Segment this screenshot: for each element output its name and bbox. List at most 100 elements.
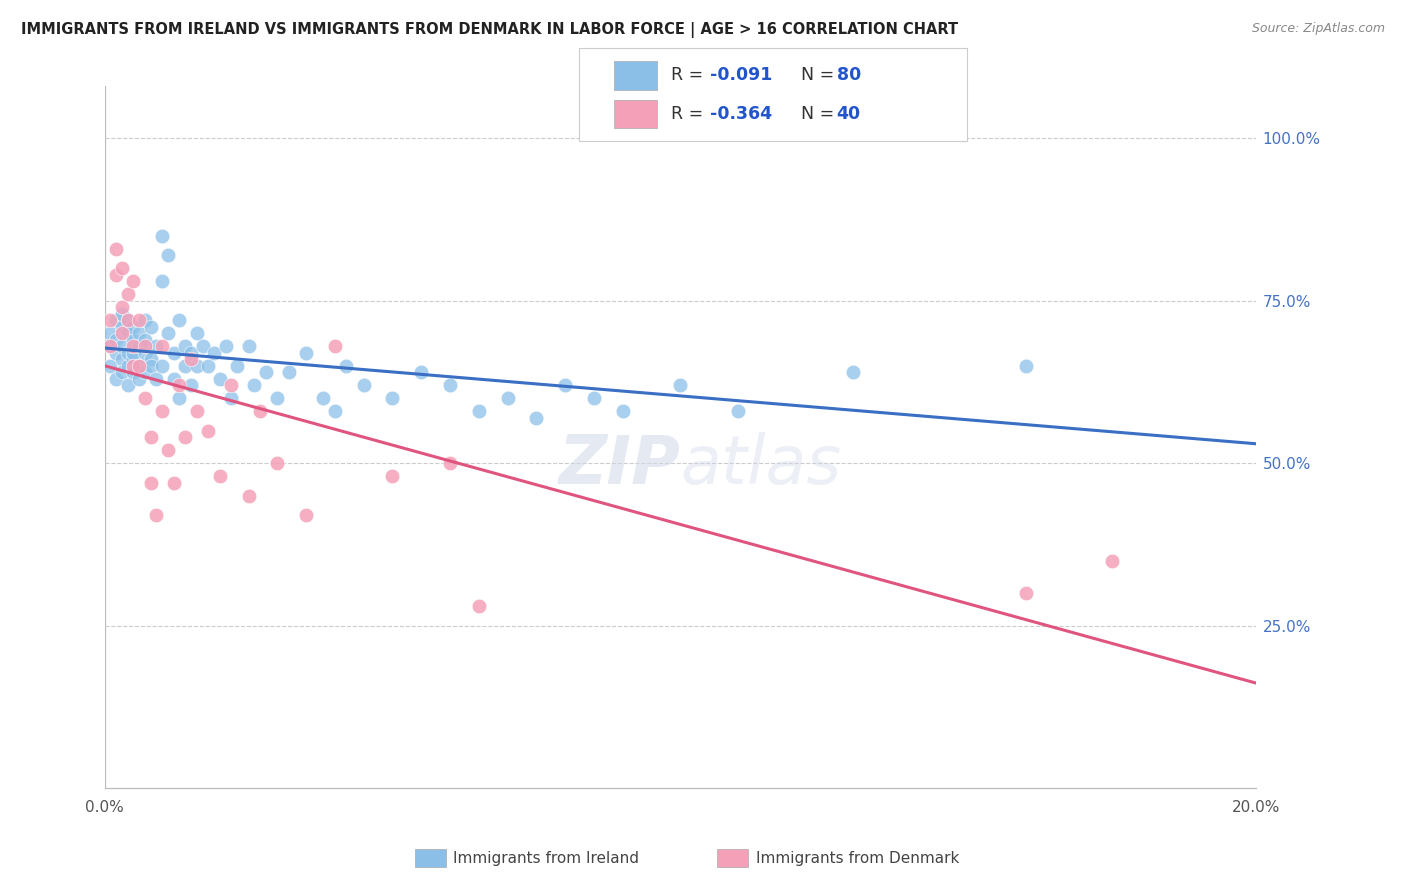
Point — [186, 359, 208, 373]
Point — [117, 313, 139, 327]
Point — [145, 508, 167, 523]
Point — [105, 242, 128, 256]
Point — [111, 352, 134, 367]
Text: Immigrants from Ireland: Immigrants from Ireland — [453, 851, 638, 865]
Point — [122, 346, 145, 360]
Point — [139, 475, 162, 490]
Point — [105, 346, 128, 360]
Point — [1014, 586, 1036, 600]
Point — [174, 339, 197, 353]
Text: 80: 80 — [837, 66, 860, 85]
Point — [411, 365, 433, 379]
Point — [105, 313, 128, 327]
Point — [105, 268, 128, 282]
Point — [150, 359, 173, 373]
Point — [111, 339, 134, 353]
Point — [128, 372, 150, 386]
Point — [100, 339, 122, 353]
Point — [163, 346, 186, 360]
Point — [156, 443, 179, 458]
Point — [612, 404, 634, 418]
Point — [208, 469, 231, 483]
Text: -0.091: -0.091 — [710, 66, 772, 85]
Point — [117, 313, 139, 327]
Text: N =: N = — [790, 66, 839, 85]
Point — [111, 261, 134, 276]
Point — [139, 430, 162, 444]
Point — [105, 372, 128, 386]
Point — [197, 359, 219, 373]
Point — [156, 326, 179, 341]
Point — [174, 430, 197, 444]
Point — [122, 319, 145, 334]
Point — [238, 339, 260, 353]
Point — [295, 346, 318, 360]
Point — [105, 333, 128, 347]
Text: Immigrants from Denmark: Immigrants from Denmark — [756, 851, 960, 865]
Point — [727, 404, 749, 418]
Point — [353, 378, 375, 392]
Text: ZIP: ZIP — [558, 433, 681, 499]
Text: N =: N = — [790, 104, 839, 123]
Point — [163, 475, 186, 490]
Point — [335, 359, 357, 373]
Point — [249, 404, 271, 418]
Text: R =: R = — [671, 66, 709, 85]
Point — [111, 326, 134, 341]
Point — [295, 508, 318, 523]
Point — [150, 339, 173, 353]
Text: IMMIGRANTS FROM IRELAND VS IMMIGRANTS FROM DENMARK IN LABOR FORCE | AGE > 16 COR: IMMIGRANTS FROM IRELAND VS IMMIGRANTS FR… — [21, 22, 959, 38]
Point — [524, 410, 547, 425]
Point — [122, 352, 145, 367]
Point — [122, 333, 145, 347]
Point — [468, 599, 491, 614]
Point — [139, 352, 162, 367]
Point — [381, 469, 404, 483]
Point — [128, 339, 150, 353]
Point — [100, 359, 122, 373]
Point — [842, 365, 865, 379]
Point — [163, 372, 186, 386]
Point — [128, 359, 150, 373]
Text: Source: ZipAtlas.com: Source: ZipAtlas.com — [1251, 22, 1385, 36]
Point — [669, 378, 692, 392]
Point — [139, 319, 162, 334]
Point — [111, 301, 134, 315]
Point — [139, 359, 162, 373]
Point — [221, 392, 243, 406]
Point — [117, 378, 139, 392]
Point — [122, 365, 145, 379]
Point — [208, 372, 231, 386]
Point — [312, 392, 335, 406]
Point — [111, 365, 134, 379]
Point — [238, 489, 260, 503]
Point — [554, 378, 576, 392]
Point — [226, 359, 249, 373]
Point — [169, 378, 191, 392]
Text: R =: R = — [671, 104, 709, 123]
Point — [134, 339, 156, 353]
Point — [145, 372, 167, 386]
Point — [186, 404, 208, 418]
Point — [100, 326, 122, 341]
Point — [221, 378, 243, 392]
Point — [134, 313, 156, 327]
Point — [156, 248, 179, 262]
Point — [134, 392, 156, 406]
Point — [117, 346, 139, 360]
Point — [323, 339, 346, 353]
Point — [202, 346, 225, 360]
Point — [134, 365, 156, 379]
Point — [243, 378, 266, 392]
Point — [582, 392, 605, 406]
Point — [117, 326, 139, 341]
Point — [180, 378, 202, 392]
Point — [150, 274, 173, 288]
Point — [254, 365, 277, 379]
Point — [117, 287, 139, 301]
Text: -0.364: -0.364 — [710, 104, 772, 123]
Point — [117, 359, 139, 373]
Point — [266, 392, 288, 406]
Point — [1101, 554, 1123, 568]
Point — [150, 404, 173, 418]
